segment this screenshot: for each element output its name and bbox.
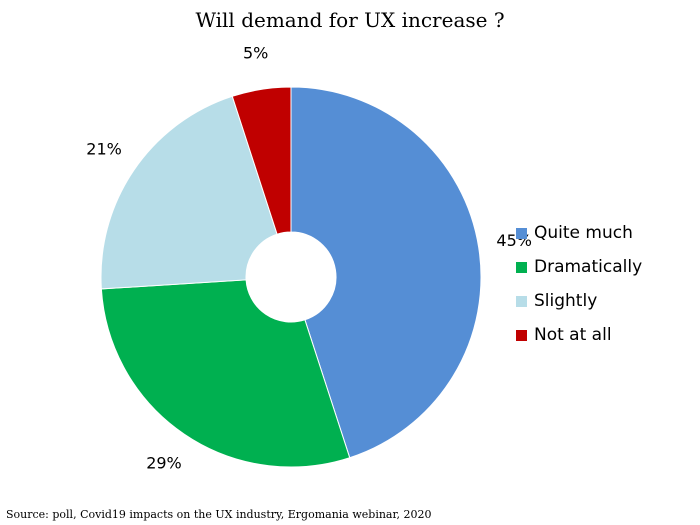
legend-label: Slightly [534,291,598,311]
legend: Quite much Dramatically Slightly Not at all [516,216,642,352]
slice-slightly [100,95,278,290]
slice-not-at-all [231,86,292,235]
legend-item-not-at-all: Not at all [516,318,642,352]
legend-item-slightly: Slightly [516,284,642,318]
legend-swatch [516,261,527,273]
legend-item-dramatically: Dramatically [516,250,642,284]
slice-quite-much [290,86,482,459]
source-note: Source: poll, Covid19 impacts on the UX … [6,508,432,521]
data-label-slightly: 21% [86,139,122,158]
legend-swatch [516,227,527,239]
data-label-not-at-all: 5% [243,43,268,62]
legend-swatch [516,329,527,341]
legend-label: Quite much [534,223,633,243]
legend-label: Not at all [534,325,612,345]
legend-swatch [516,295,527,307]
data-label-dramatically: 29% [146,453,182,472]
slice-dramatically [100,279,351,468]
chart-title: Will demand for UX increase ? [195,8,505,32]
legend-item-quite-much: Quite much [516,216,642,250]
legend-label: Dramatically [534,257,643,277]
